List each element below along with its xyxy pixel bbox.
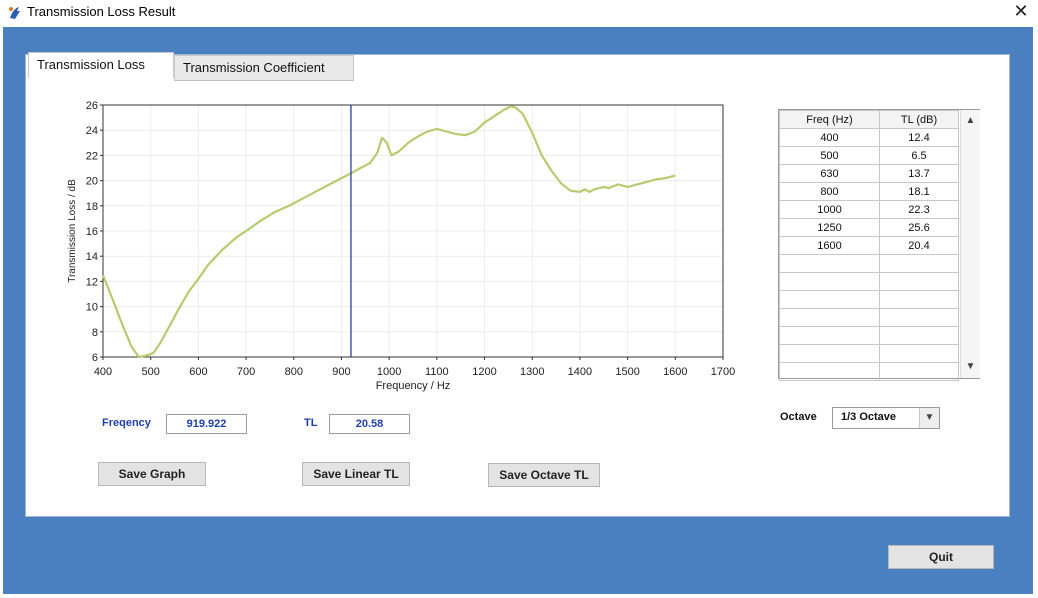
cell-tl	[879, 254, 959, 273]
table-scrollbar[interactable]: ▲ ▼	[960, 110, 980, 378]
frequency-readout: 919.922	[166, 414, 247, 434]
cell-tl	[879, 290, 959, 309]
x-tick-label: 400	[94, 366, 112, 378]
tab-transmission-loss[interactable]: Transmission Loss	[28, 52, 174, 78]
save-linear-tl-button[interactable]: Save Linear TL	[302, 462, 410, 486]
tl-readout: 20.58	[329, 414, 410, 434]
table-row[interactable]: 1250 25.6	[779, 218, 959, 237]
transmission-loss-chart[interactable]: 400 500 600 700 800 900 1000 1100 1200 1300 1400 15…	[60, 98, 750, 408]
octave-select[interactable]: 1/3 Octave ▼	[832, 407, 940, 429]
x-tick-label: 1000	[377, 366, 401, 378]
column-header-freq: Freq (Hz)	[779, 110, 880, 129]
cell-tl	[879, 272, 959, 291]
octave-selected-value: 1/3 Octave	[841, 411, 897, 423]
cell-tl: 20.4	[879, 236, 959, 255]
scroll-down-icon[interactable]: ▼	[965, 361, 976, 372]
cell-tl	[879, 326, 959, 345]
y-tick-label: 6	[92, 352, 98, 364]
close-button[interactable]: ✕	[1008, 0, 1034, 24]
table-row[interactable]: 800 18.1	[779, 182, 959, 201]
x-tick-label: 500	[142, 366, 160, 378]
y-axis-label: Transmission Loss / dB	[67, 179, 78, 283]
table-row[interactable]: 630 13.7	[779, 164, 959, 183]
table-row[interactable]	[779, 272, 959, 291]
table-row[interactable]	[779, 344, 959, 363]
y-tick-label: 12	[86, 276, 98, 288]
cell-freq: 400	[779, 128, 880, 147]
cell-tl: 13.7	[879, 164, 959, 183]
table-row[interactable]	[779, 254, 959, 273]
x-tick-label: 1600	[663, 366, 687, 378]
app-icon	[9, 7, 20, 19]
cell-freq: 800	[779, 182, 880, 201]
x-tick-label: 800	[285, 366, 303, 378]
octave-label: Octave	[780, 411, 817, 423]
table-row[interactable]: 1000 22.3	[779, 200, 959, 219]
y-tick-label: 14	[86, 251, 98, 263]
x-tick-label: 1200	[472, 366, 496, 378]
cell-freq: 1000	[779, 200, 880, 219]
cell-tl	[879, 308, 959, 327]
cell-freq	[779, 254, 880, 273]
x-tick-label: 1700	[711, 366, 735, 378]
table-row[interactable]	[779, 290, 959, 309]
y-tick-label: 8	[92, 327, 98, 339]
y-tick-label: 24	[86, 125, 98, 137]
cell-freq: 1250	[779, 218, 880, 237]
tl-table: Freq (Hz) TL (dB) 400 12.4 500 6.5 630 13.7 80…	[779, 110, 959, 381]
x-tick-label: 600	[189, 366, 207, 378]
quit-button[interactable]: Quit	[888, 545, 994, 569]
save-graph-button[interactable]: Save Graph	[98, 462, 206, 486]
cell-freq	[779, 326, 880, 345]
cell-freq: 1600	[779, 236, 880, 255]
tl-table-panel[interactable]: Freq (Hz) TL (dB) 400 12.4 500 6.5 630 13.7 80…	[778, 109, 980, 381]
cell-tl: 22.3	[879, 200, 959, 219]
cell-freq	[779, 290, 880, 309]
y-tick-label: 10	[86, 302, 98, 314]
frequency-label: Freqency	[102, 417, 151, 429]
cell-freq	[779, 344, 880, 363]
y-tick-label: 26	[86, 100, 98, 112]
cell-tl: 12.4	[879, 128, 959, 147]
cell-tl: 6.5	[879, 146, 959, 165]
tl-series-line	[101, 105, 676, 359]
cell-tl: 18.1	[879, 182, 959, 201]
table-row[interactable]: 1600 20.4	[779, 236, 959, 255]
y-tick-label: 18	[86, 201, 98, 213]
cell-freq: 630	[779, 164, 880, 183]
y-tick-label: 20	[86, 176, 98, 188]
close-icon[interactable]: ✕	[1013, 1, 1029, 21]
table-row[interactable]	[779, 308, 959, 327]
tl-label: TL	[304, 417, 318, 429]
table-row[interactable]: 400 12.4	[779, 128, 959, 147]
title-bar: Transmission Loss Result ✕	[0, 0, 1038, 26]
window-title: Transmission Loss Result	[27, 4, 176, 19]
cell-freq	[779, 362, 880, 381]
cell-tl: 25.6	[879, 218, 959, 237]
x-tick-label: 700	[237, 366, 255, 378]
table-header-row: Freq (Hz) TL (dB)	[779, 110, 959, 129]
table-row[interactable]	[779, 362, 959, 381]
y-tick-label: 22	[86, 150, 98, 162]
table-row[interactable]: 500 6.5	[779, 146, 959, 165]
column-header-tl: TL (dB)	[879, 110, 959, 129]
cell-freq	[779, 308, 880, 327]
x-axis-label: Frequency / Hz	[376, 380, 451, 392]
x-tick-label: 900	[332, 366, 350, 378]
y-tick-label: 16	[86, 226, 98, 238]
x-tick-label: 1500	[615, 366, 639, 378]
x-tick-label: 1100	[425, 366, 449, 378]
table-row[interactable]	[779, 326, 959, 345]
chevron-down-icon[interactable]: ▼	[919, 408, 939, 428]
save-octave-tl-button[interactable]: Save Octave TL	[488, 463, 600, 487]
scroll-up-icon[interactable]: ▲	[965, 115, 976, 126]
tab-transmission-coefficient[interactable]: Transmission Coefficient	[174, 55, 354, 81]
x-tick-label: 1300	[520, 366, 544, 378]
cell-tl	[879, 344, 959, 363]
x-tick-label: 1400	[568, 366, 592, 378]
cell-tl	[879, 362, 959, 381]
cell-freq	[779, 272, 880, 291]
cell-freq: 500	[779, 146, 880, 165]
